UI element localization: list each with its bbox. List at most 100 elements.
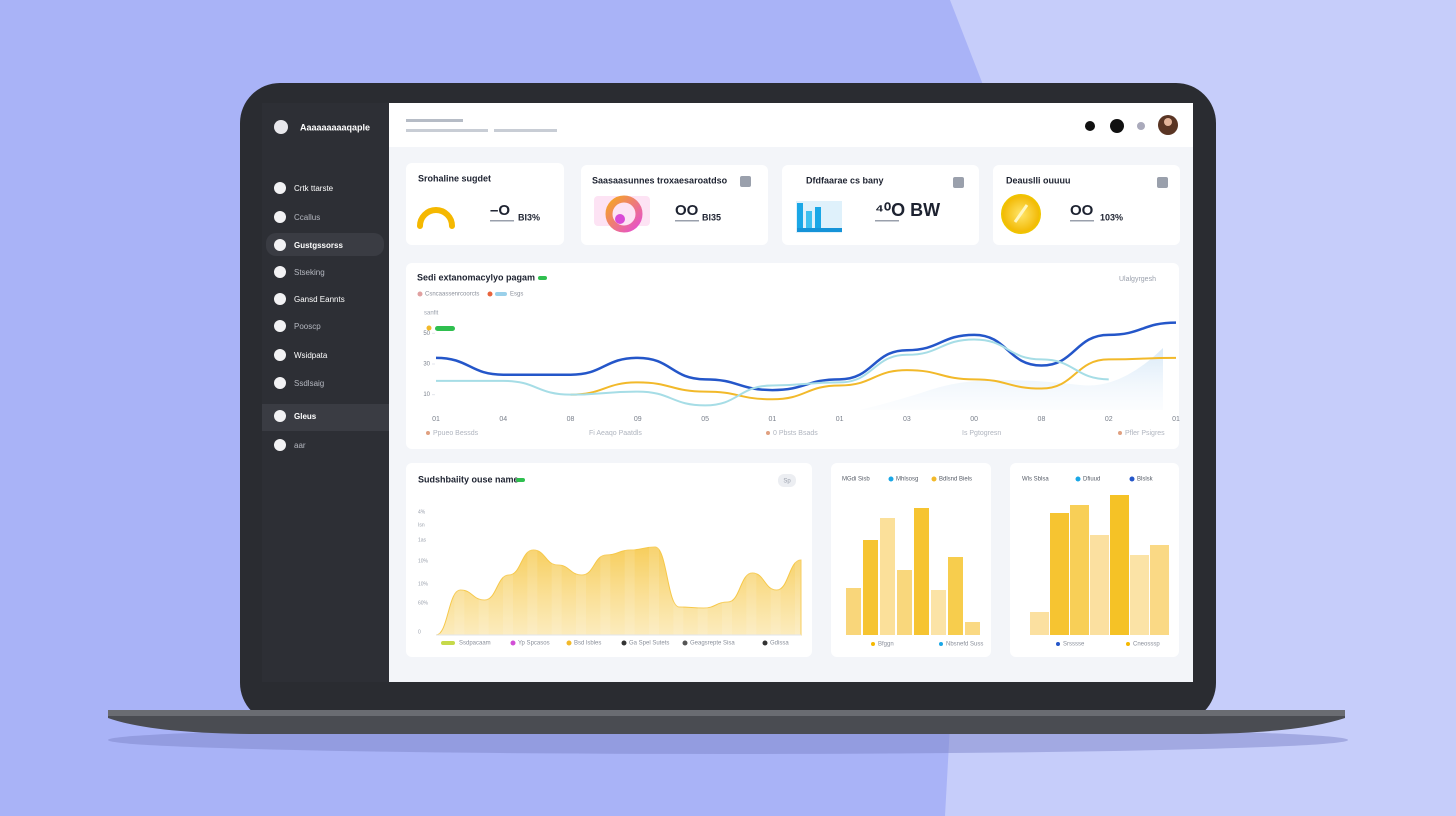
header-line — [406, 129, 488, 132]
caption-dot — [1118, 431, 1122, 435]
kpi-icon — [815, 207, 821, 231]
card-menu[interactable] — [1157, 177, 1168, 188]
title-badge — [538, 276, 547, 280]
header-icon[interactable] — [1085, 121, 1095, 131]
sidebar — [262, 103, 389, 682]
legend-dot — [441, 641, 455, 645]
legend-dot — [762, 640, 768, 646]
area-stripe — [454, 545, 465, 635]
nav-icon[interactable] — [274, 439, 286, 451]
legend-label: Gdissa — [770, 641, 789, 647]
kpi-icon — [797, 203, 803, 231]
caption: Pfler Psigres — [1125, 430, 1165, 437]
caption: Fi Aeaqo Paatdls — [589, 430, 642, 437]
legend-label: Ga Spel Sutets — [629, 641, 669, 647]
y-tick-label: 30 — [423, 362, 430, 368]
y-tick-label: 50 — [423, 331, 430, 337]
unit-label: sanfit — [424, 311, 439, 317]
area-stripe — [722, 545, 732, 635]
legend-label: Csncaassenrcoorcts — [425, 292, 479, 298]
nav-icon[interactable] — [274, 410, 286, 422]
y-label: 60% — [418, 600, 429, 606]
area-stripe — [624, 545, 635, 635]
legend-dot — [1129, 476, 1135, 482]
area-stripe — [770, 545, 781, 635]
card-menu[interactable] — [740, 176, 751, 187]
kpi-icon — [1013, 204, 1029, 223]
nav-icon[interactable] — [274, 266, 286, 278]
y-label: 4% — [418, 509, 426, 515]
nav-icon[interactable] — [274, 293, 286, 305]
legend-dot — [888, 476, 894, 482]
kpi-card — [406, 163, 564, 245]
area-stripe — [430, 545, 440, 635]
nav-label: Ssdlsaig — [294, 379, 324, 388]
header-icon[interactable] — [1137, 122, 1145, 130]
kpi-value: OO — [675, 202, 699, 219]
caption: Is Pgtogresn — [962, 430, 1001, 437]
nav-icon[interactable] — [274, 320, 286, 332]
kpi-value: –O — [490, 202, 510, 219]
legend-label: Srsssse — [1063, 642, 1085, 648]
nav-label: Wsidpata — [294, 351, 328, 360]
legend-dot — [1075, 476, 1081, 482]
kpi-sub: 103% — [1100, 212, 1123, 222]
brand-name: Aaaaaaaaaqaple — [300, 122, 370, 132]
kpi-icon — [605, 195, 643, 233]
bar — [846, 588, 861, 635]
legend-label: Bfggn — [878, 642, 894, 648]
badge[interactable] — [778, 474, 796, 487]
legend-dot — [566, 640, 572, 646]
header-line — [494, 129, 557, 132]
avatar-face — [1164, 118, 1172, 126]
y-label: 0 — [418, 629, 421, 635]
bar — [1090, 535, 1109, 635]
legend-label: Wls Sblsa — [1022, 477, 1049, 483]
legend-label: Bdlsnd Biels — [939, 477, 972, 483]
kpi-icon — [797, 228, 842, 232]
legend-dot — [931, 476, 937, 482]
bar — [897, 570, 912, 635]
area-stripe — [576, 545, 586, 635]
bar — [948, 557, 963, 635]
kpi-icon — [417, 207, 455, 229]
corner-note: Ulalgyrgesh — [1119, 276, 1156, 283]
bar — [914, 508, 929, 635]
nav-label: Gustgssorss — [294, 241, 343, 250]
kpi-title: Srohaline sugdet — [418, 173, 491, 183]
nav-icon[interactable] — [274, 239, 286, 251]
x-tick-label: 01 — [768, 416, 776, 423]
kpi-underline — [875, 220, 899, 222]
area-stripe — [600, 545, 611, 635]
bar — [863, 540, 878, 635]
kpi-sub: BI3% — [518, 212, 540, 222]
nav-icon[interactable] — [274, 182, 286, 194]
legend-pill — [495, 292, 507, 296]
legend-dot — [682, 640, 688, 646]
kpi-icon — [615, 214, 625, 224]
legend-label: Cneosssp — [1133, 642, 1160, 648]
area-stripe — [697, 545, 708, 635]
card-menu[interactable] — [953, 177, 964, 188]
nav-label: Ccallus — [294, 213, 320, 222]
nav-icon[interactable] — [274, 377, 286, 389]
legend-dot — [621, 640, 627, 646]
legend-dot — [871, 642, 875, 646]
nav-icon[interactable] — [274, 211, 286, 223]
caption: 0 Pbsts Bsads — [773, 430, 818, 437]
nav-icon[interactable] — [274, 349, 286, 361]
y-label: 1as — [418, 537, 427, 543]
legend-dot — [426, 325, 432, 331]
legend-label: Blslsk — [1137, 477, 1154, 483]
laptop-base-edge — [108, 710, 1345, 716]
legend-pill — [435, 326, 455, 331]
x-tick-label: 02 — [1105, 416, 1113, 423]
legend-label: Mhlsosg — [896, 477, 918, 483]
header-icon[interactable] — [1110, 119, 1124, 133]
area-fill — [435, 546, 802, 636]
kpi-title: Saasaasunnes troxaesaroatdso — [592, 175, 728, 185]
kpi-underline — [1070, 220, 1094, 222]
x-tick-label: 01 — [836, 416, 844, 423]
kpi-underline — [490, 220, 514, 222]
